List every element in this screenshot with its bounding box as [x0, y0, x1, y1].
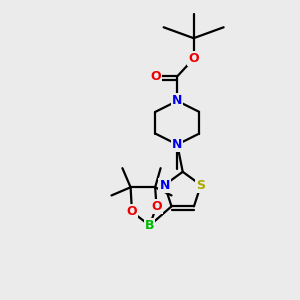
Text: O: O [150, 70, 161, 83]
Text: O: O [188, 52, 199, 65]
Text: N: N [172, 94, 182, 107]
Text: N: N [159, 178, 170, 191]
Text: O: O [127, 205, 137, 218]
Text: O: O [151, 200, 162, 213]
Text: N: N [172, 138, 182, 151]
Text: S: S [196, 178, 206, 191]
Text: B: B [145, 219, 154, 232]
